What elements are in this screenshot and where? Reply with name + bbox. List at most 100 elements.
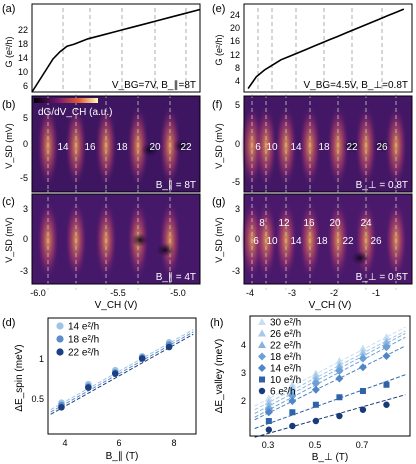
e-ylabel: G (e²/h) xyxy=(214,34,224,65)
d-xtick-0: 4 xyxy=(62,438,67,448)
f-num-3: 18 xyxy=(318,142,330,153)
h-ytick-1: 3 xyxy=(241,368,246,378)
h-point-4-4 xyxy=(358,363,367,372)
h-legend-marker-1 xyxy=(258,329,266,337)
h-legend-marker-6 xyxy=(258,387,266,395)
panel-a: (a) 22 18 14 10 6 G (e²/h) V_BG=7V, B_∥=… xyxy=(2,3,201,93)
h-legend-marker-2 xyxy=(258,341,266,348)
panel-g-features xyxy=(241,190,407,290)
h-legend-label-4: 14 e²/h xyxy=(270,364,301,375)
h-point-6-1 xyxy=(289,422,296,430)
g-dark-0 xyxy=(351,251,369,265)
f-ylabel: V_SD (mV) xyxy=(214,123,224,169)
panel-h-letter: (h) xyxy=(210,317,223,329)
f-field: B_⊥ = 0.8T xyxy=(356,180,408,191)
b-ytick-1: 0 xyxy=(23,139,28,149)
c-ylabel: V_SD (mV) xyxy=(4,217,14,263)
h-point-0-3 xyxy=(335,357,344,364)
h-point-1-2 xyxy=(311,372,320,379)
h-point-2-2 xyxy=(311,375,320,383)
d-xtick-2: 8 xyxy=(171,438,176,448)
a-ytick-3: 10 xyxy=(18,67,28,77)
a-ytick-1: 18 xyxy=(18,39,28,49)
panel-h-legend: 30 e²/h26 e²/h22 e²/h18 e²/h14 e²/h10 e²… xyxy=(258,318,301,398)
h-point-6-4 xyxy=(359,406,367,413)
g-top-0: 8 xyxy=(259,218,265,229)
f-ytick-1: 0 xyxy=(235,139,240,149)
f-num-1: 10 xyxy=(266,142,278,153)
panel-b-letter: (b) xyxy=(2,99,15,111)
panel-c-features xyxy=(37,190,181,290)
h-fit-1 xyxy=(254,330,406,411)
f-num-5: 26 xyxy=(376,142,388,153)
h-point-5-0 xyxy=(265,418,272,424)
f-dark-1 xyxy=(373,139,391,153)
a-ytick-4: 6 xyxy=(23,81,28,91)
e-ytick-5: 4 xyxy=(235,76,240,86)
h-legend-label-1: 26 e²/h xyxy=(270,329,301,340)
h-point-6-3 xyxy=(336,412,343,420)
d-legend-marker-1 xyxy=(56,335,64,343)
c-xtick-2: -5.0 xyxy=(170,288,186,298)
b-num-3: 20 xyxy=(149,142,161,153)
g-ytick-1: 0 xyxy=(235,234,240,244)
h-ytick-2: 2 xyxy=(241,396,246,406)
panel-b-frame xyxy=(31,95,201,193)
h-fit-5 xyxy=(254,374,406,429)
panel-a-frame xyxy=(31,3,201,93)
h-point-4-0 xyxy=(264,408,273,417)
h-fit-3 xyxy=(254,336,406,418)
h-legend-label-5: 10 e²/h xyxy=(270,375,301,386)
h-point-6-0 xyxy=(265,426,273,433)
c-dark-0 xyxy=(131,233,149,247)
c-xtick-0: -6.0 xyxy=(30,288,46,298)
h-point-3-2 xyxy=(311,379,320,388)
f-num-0: 6 xyxy=(255,142,261,153)
panel-b-features xyxy=(37,94,191,198)
h-legend-label-2: 22 e²/h xyxy=(270,341,301,352)
h-ylabel: ΔE_valley (meV) xyxy=(214,339,225,413)
h-point-5-3 xyxy=(336,394,343,401)
panel-d-letter: (d) xyxy=(2,317,15,329)
panel-f-frame xyxy=(243,95,413,193)
h-point-4-3 xyxy=(335,374,344,383)
f-dark-0 xyxy=(343,139,361,153)
g-bot-3: 18 xyxy=(316,236,328,247)
h-fit-6 xyxy=(254,394,406,438)
g-xtick-2: -2 xyxy=(330,288,338,298)
b-dark-1 xyxy=(173,139,191,153)
h-legend-label-3: 18 e²/h xyxy=(270,352,301,363)
h-point-2-0 xyxy=(264,402,273,409)
e-ytick-4: 8 xyxy=(235,63,240,73)
e-annotation: V_BG=4.5V, B_⊥=0.8T xyxy=(303,80,408,91)
b-ylabel: V_SD (mV) xyxy=(4,123,14,169)
h-point-6-2 xyxy=(312,417,320,425)
h-point-4-5 xyxy=(382,352,391,360)
g-ytick-2: -3 xyxy=(232,266,240,276)
d-xlabel: B_∥ (T) xyxy=(106,451,139,462)
panel-f-features xyxy=(241,94,407,198)
panel-d-legend: 14 e²/h 18 e²/h 22 e²/h xyxy=(56,322,99,359)
h-point-3-4 xyxy=(358,354,367,363)
d-point-2-4 xyxy=(165,343,173,351)
colorbar-label: dG/dV_CH (a.u.) xyxy=(38,107,112,118)
panel-e: (e) 24 20 16 12 8 4 G (e²/h) V_BG=4.5V, … xyxy=(212,3,413,93)
g-field: B_⊥ = 0.5T xyxy=(356,272,408,283)
d-fit-0 xyxy=(50,329,194,411)
h-point-3-5 xyxy=(382,343,391,352)
g-top-3: 20 xyxy=(329,218,341,229)
h-fit-0 xyxy=(254,326,406,407)
h-point-3-1 xyxy=(288,392,297,400)
d-legend-label-1: 18 e²/h xyxy=(68,335,99,346)
c-xtick-1: -5.5 xyxy=(110,288,126,298)
g-top-1: 12 xyxy=(278,218,290,229)
panel-b: (b) dG/dV_CH (a.u.) 14 16 18 20 22 B_∥ =… xyxy=(2,94,201,198)
h-legend-label-0: 30 e²/h xyxy=(270,318,301,329)
b-num-1: 16 xyxy=(84,142,96,153)
c-ytick-1: 0 xyxy=(23,234,28,244)
h-point-0-1 xyxy=(288,380,297,388)
e-ytick-3: 12 xyxy=(230,50,240,60)
b-field: B_∥ = 8T xyxy=(156,180,196,191)
panel-e-letter: (e) xyxy=(212,3,225,15)
